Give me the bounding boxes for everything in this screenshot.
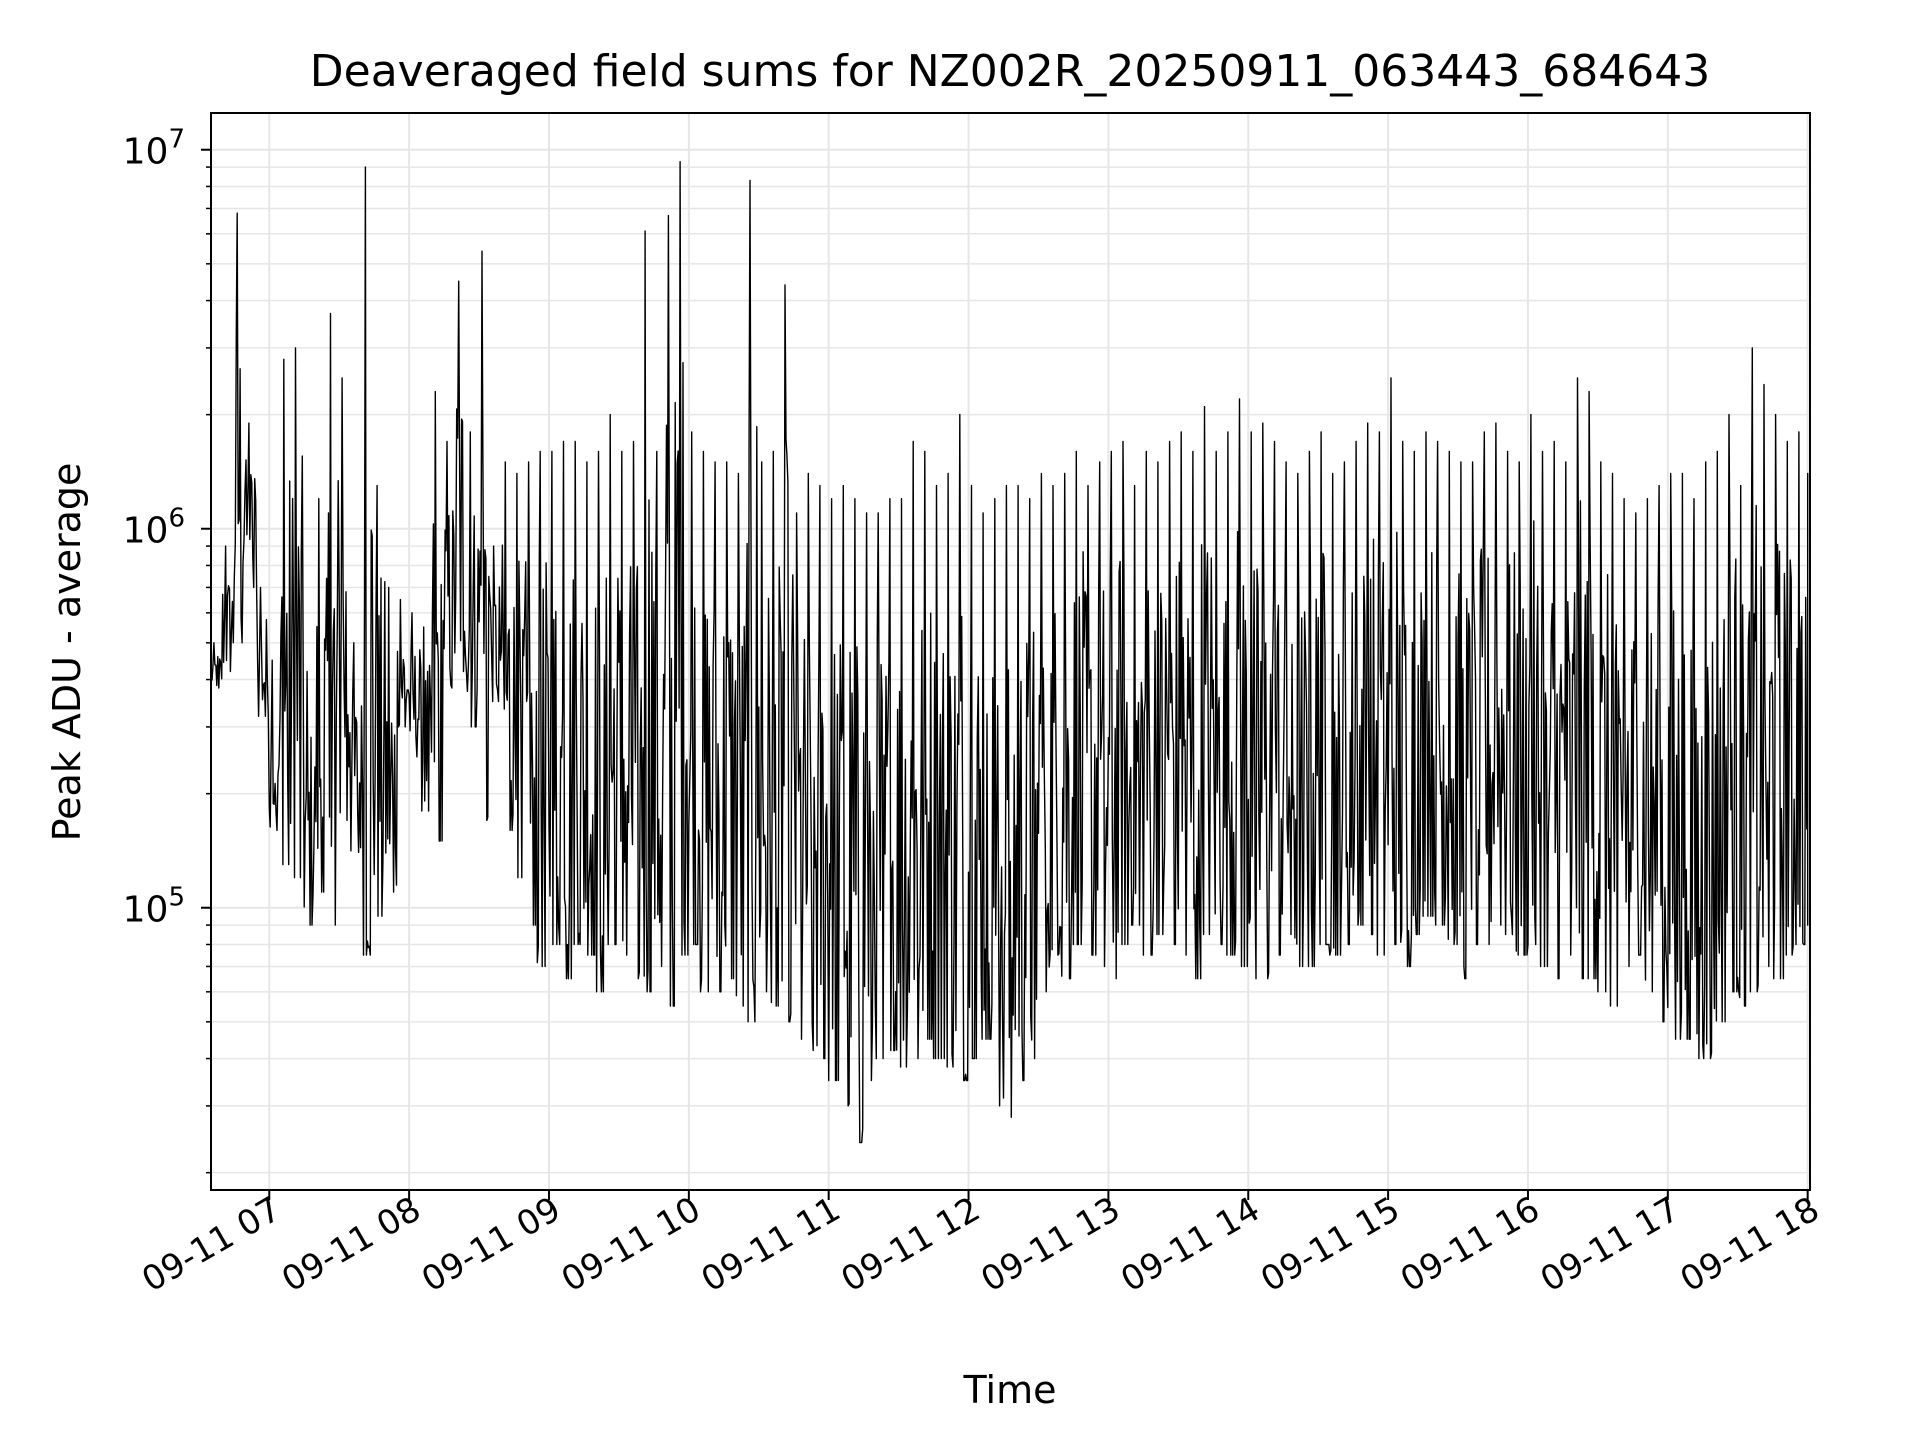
x-tick-label: 09-11 17 — [1534, 1189, 1686, 1300]
x-tick-label: 09-11 18 — [1674, 1189, 1826, 1300]
y-tick-label: 106 — [123, 504, 185, 552]
x-tick-label: 09-11 08 — [275, 1189, 427, 1300]
x-tick-label: 09-11 07 — [135, 1189, 287, 1300]
chart-title: Deaveraged field sums for NZ002R_2025091… — [310, 46, 1710, 97]
series-line — [210, 161, 1809, 1144]
y-tick-base: 10 — [123, 890, 169, 931]
x-tick-label: 09-11 09 — [415, 1189, 567, 1300]
plot-frame — [210, 112, 1811, 1191]
y-tick-exponent: 7 — [168, 125, 185, 155]
x-tick-label: 09-11 11 — [695, 1189, 847, 1300]
y-tick-base: 10 — [123, 132, 169, 173]
series-trace — [210, 161, 1809, 1144]
x-axis-label: Time — [963, 1368, 1057, 1412]
x-tick-label: 09-11 16 — [1394, 1189, 1546, 1300]
x-tick-label: 09-11 10 — [555, 1189, 707, 1300]
y-tick-label: 107 — [123, 125, 185, 173]
y-axis-label: Peak ADU - average — [45, 463, 89, 842]
x-tick-label: 09-11 14 — [1114, 1189, 1266, 1300]
x-tick-label: 09-11 15 — [1254, 1189, 1406, 1300]
y-tick-exponent: 6 — [168, 504, 185, 534]
x-tick-label: 09-11 13 — [975, 1189, 1127, 1300]
y-tick-label: 105 — [123, 883, 185, 931]
y-tick-exponent: 5 — [168, 883, 185, 913]
x-tick-label: 09-11 12 — [835, 1189, 987, 1300]
y-tick-base: 10 — [123, 511, 169, 552]
